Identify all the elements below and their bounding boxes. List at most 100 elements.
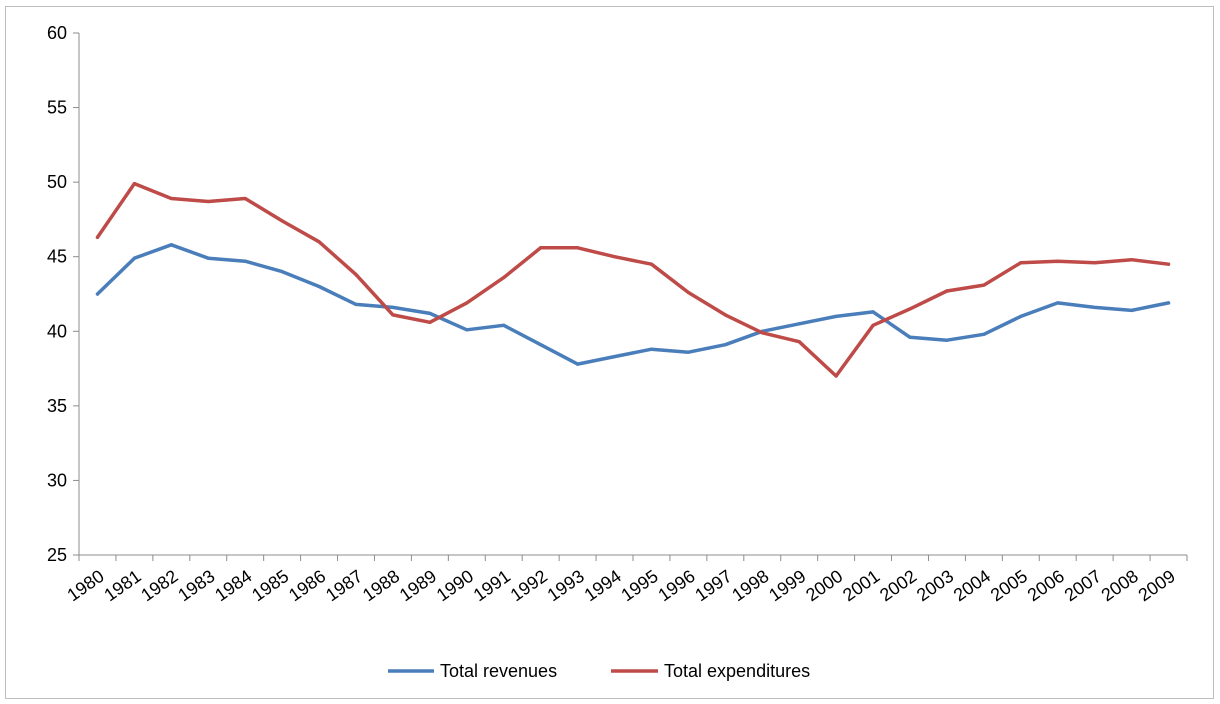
data-point: [539, 246, 543, 250]
data-point: [317, 284, 321, 289]
data-point: [760, 331, 764, 335]
data-point: [612, 355, 617, 359]
data-point: [1056, 259, 1060, 263]
x-tick-label: 2005: [987, 566, 1031, 605]
data-point: [169, 196, 173, 201]
data-point: [132, 256, 136, 260]
data-point: [428, 311, 432, 315]
data-point: [169, 243, 173, 247]
data-point: [982, 332, 986, 336]
x-tick-label: 2001: [839, 566, 883, 605]
x-tick-label: 1997: [691, 566, 735, 605]
data-point: [317, 240, 321, 244]
data-point: [1056, 301, 1060, 305]
x-tick-label: 1992: [507, 566, 551, 605]
data-point: [465, 301, 469, 305]
data-point: [206, 199, 210, 204]
data-point: [945, 289, 949, 293]
x-tick-label: 1986: [285, 566, 329, 605]
x-tick-label: 1980: [63, 566, 107, 605]
x-tick-label: 1994: [581, 566, 625, 605]
data-point: [132, 182, 136, 186]
data-point: [834, 374, 838, 378]
x-tick-label: 1999: [765, 566, 809, 605]
data-point: [280, 219, 284, 223]
x-tick-label: 1984: [211, 566, 255, 605]
chart-frame: [5, 6, 1214, 699]
y-tick-label: 50: [47, 172, 67, 192]
data-point: [280, 270, 284, 274]
data-point: [1019, 261, 1023, 265]
data-point: [1166, 301, 1171, 305]
data-point: [1019, 314, 1023, 318]
data-point: [502, 323, 506, 327]
x-tick-label: 2007: [1061, 566, 1105, 605]
x-tick-label: 1983: [174, 566, 218, 605]
data-point: [686, 350, 691, 354]
x-tick-label: 1995: [617, 566, 661, 605]
y-tick-label: 25: [47, 545, 67, 565]
data-point: [465, 328, 469, 332]
y-tick-label: 60: [47, 23, 67, 43]
series-line-expenditures: [95, 181, 1171, 378]
x-tick-label: 1985: [248, 566, 292, 605]
data-point: [1093, 261, 1097, 265]
data-point: [354, 273, 358, 277]
x-tick-label: 1990: [433, 566, 477, 605]
x-tick-label: 1988: [359, 566, 403, 605]
x-tick-label: 1981: [100, 566, 144, 605]
x-tick-label: 1998: [728, 566, 772, 605]
data-point: [871, 323, 875, 327]
data-point: [723, 343, 727, 347]
data-point: [206, 256, 210, 260]
data-point: [871, 310, 875, 314]
x-tick-label: 1993: [544, 566, 588, 605]
y-tick-label: 30: [47, 470, 67, 490]
x-tick-label: 1991: [470, 566, 514, 605]
data-point: [797, 322, 801, 326]
data-point: [612, 255, 617, 259]
data-point: [576, 246, 580, 250]
series-line-revenues: [95, 243, 1171, 366]
x-tick-label: 2003: [913, 566, 957, 605]
data-point: [243, 196, 247, 201]
data-point: [95, 235, 100, 239]
x-tick-label: 2002: [876, 566, 920, 605]
data-point: [391, 305, 395, 310]
data-point: [945, 338, 949, 342]
data-point: [243, 259, 247, 263]
data-point: [797, 340, 801, 344]
y-tick-label: 35: [47, 396, 67, 416]
data-point: [908, 307, 912, 311]
x-tick-label: 2004: [950, 566, 994, 605]
data-point: [502, 275, 506, 280]
y-tick-label: 45: [47, 247, 67, 267]
data-point: [1130, 308, 1134, 313]
x-tick-label: 1996: [654, 566, 698, 605]
y-tick-label: 55: [47, 98, 67, 118]
data-point: [428, 320, 432, 324]
data-point: [834, 314, 838, 318]
data-point: [649, 262, 654, 266]
data-point: [1130, 258, 1134, 262]
x-tick-label: 1982: [137, 566, 181, 605]
data-point: [391, 313, 395, 317]
data-point: [1093, 305, 1097, 310]
data-point: [686, 290, 691, 295]
x-tick-label: 2009: [1135, 566, 1179, 605]
x-tick-label: 1987: [322, 566, 366, 605]
data-point: [1166, 262, 1171, 266]
data-point: [539, 343, 543, 347]
data-point: [982, 283, 986, 287]
legend-label: Total revenues: [440, 661, 557, 681]
legend-label: Total expenditures: [664, 661, 810, 681]
data-point: [354, 302, 358, 307]
data-point: [95, 292, 100, 296]
data-point: [649, 347, 654, 351]
y-tick-label: 40: [47, 321, 67, 341]
x-tick-label: 1989: [396, 566, 440, 605]
x-tick-label: 2008: [1098, 566, 1142, 605]
data-point: [576, 362, 580, 366]
x-tick-label: 2000: [802, 566, 846, 605]
